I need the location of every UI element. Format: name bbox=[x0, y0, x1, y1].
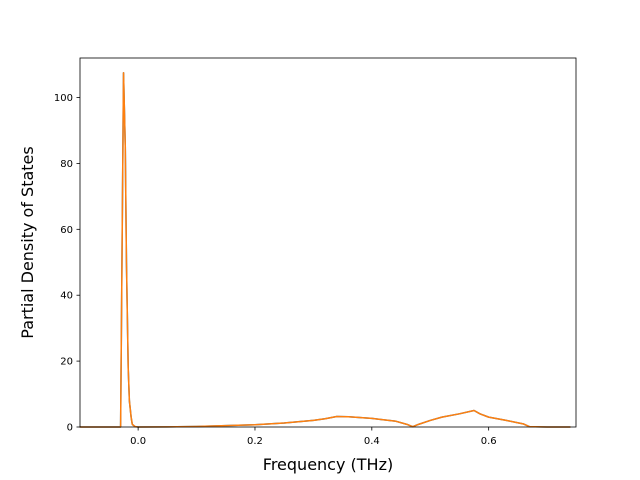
x-axis-ticks: 0.0 0.2 0.4 0.6 bbox=[130, 427, 497, 447]
x-tick-label: 0.2 bbox=[247, 436, 263, 447]
x-tick-label: 0.0 bbox=[130, 436, 146, 447]
y-tick-label: 100 bbox=[54, 93, 73, 104]
x-tick-label: 0.6 bbox=[481, 436, 497, 447]
x-axis-label: Frequency (THz) bbox=[263, 455, 393, 474]
plot-frame bbox=[79, 57, 577, 428]
y-tick-label: 60 bbox=[60, 225, 73, 236]
y-axis-label: Partial Density of States bbox=[18, 146, 37, 338]
y-tick-label: 80 bbox=[60, 159, 73, 170]
series-layer bbox=[79, 72, 571, 428]
series-line-1 bbox=[79, 72, 571, 428]
y-axis-ticks: 0 20 40 60 80 100 bbox=[54, 93, 80, 434]
y-tick-label: 20 bbox=[60, 357, 73, 368]
y-tick-label: 40 bbox=[60, 291, 73, 302]
y-tick-label: 0 bbox=[67, 423, 73, 434]
plot-area bbox=[80, 58, 576, 427]
x-tick-label: 0.4 bbox=[364, 436, 380, 447]
